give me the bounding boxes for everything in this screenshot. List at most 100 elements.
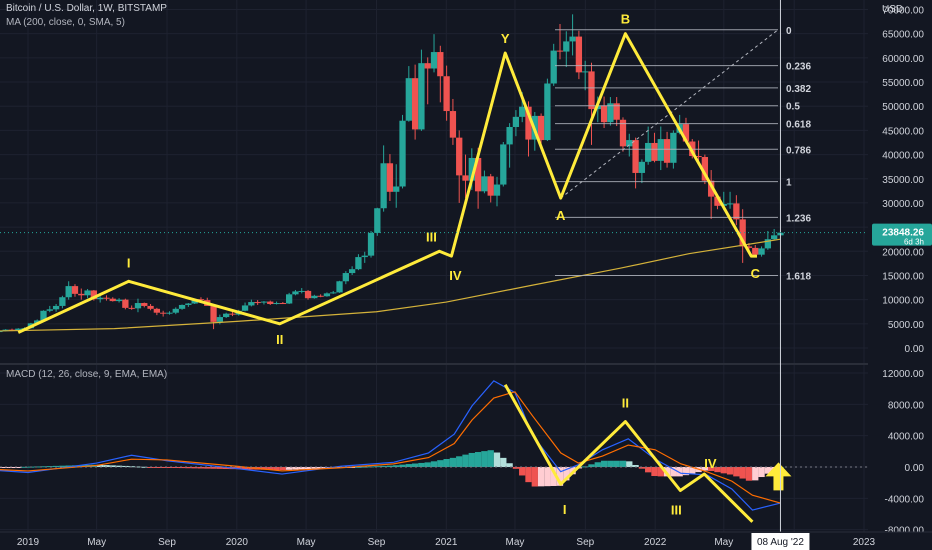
- candle-body: [456, 137, 463, 176]
- macd-histogram-bar: [122, 465, 129, 467]
- ma-legend[interactable]: MA (200, close, 0, SMA, 5): [6, 17, 125, 28]
- macd-histogram-bar: [109, 465, 116, 467]
- candle-body: [141, 303, 148, 306]
- candle-body: [304, 290, 312, 299]
- candle: [481, 170, 488, 194]
- macd-histogram-bar: [739, 467, 746, 479]
- candle: [348, 266, 356, 275]
- candle: [619, 117, 627, 152]
- candle-body: [122, 299, 129, 308]
- price-tick-label: 55000.00: [882, 78, 924, 89]
- candle: [638, 159, 646, 184]
- cursor-date-label: 08 Aug '22: [757, 537, 804, 548]
- candle: [632, 137, 639, 189]
- candle: [103, 295, 110, 301]
- candle: [52, 303, 60, 312]
- macd-indicator-label[interactable]: MACD (12, 26, close, 9, EMA, EMA): [6, 369, 168, 380]
- candle: [172, 307, 179, 315]
- candle-body: [311, 295, 318, 299]
- macd-histogram-bar: [216, 467, 224, 469]
- candle-body: [399, 120, 406, 187]
- macd-histogram-bar: [65, 465, 72, 467]
- macd-histogram-bar: [304, 467, 312, 470]
- price-tick-label: 65000.00: [882, 30, 924, 41]
- macd-tick-label: 8000.00: [888, 400, 925, 411]
- candle: [317, 294, 324, 298]
- macd-histogram-bar: [600, 460, 608, 467]
- candle: [588, 62, 595, 145]
- fibonacci-levels: 0 0.236 0.382 0.5 0.618 0.786 1 1.236 1.618: [555, 26, 811, 282]
- macd-histogram-bar: [632, 465, 639, 467]
- candle-body: [380, 163, 387, 209]
- macd-tick-label: -4000.00: [885, 494, 925, 505]
- macd-histogram-bar: [115, 465, 123, 467]
- candle-body: [626, 140, 633, 147]
- candle-body: [229, 313, 236, 315]
- candle: [726, 191, 734, 209]
- candle-body: [128, 307, 135, 309]
- candle-body: [361, 255, 368, 258]
- macd-histogram-bar: [758, 467, 765, 478]
- candle-body: [588, 71, 595, 110]
- candle-body: [160, 312, 167, 314]
- candle-body: [273, 303, 280, 305]
- candle: [229, 311, 236, 317]
- candle-body: [147, 305, 154, 309]
- candle-body: [771, 235, 778, 240]
- candle-body: [758, 248, 765, 255]
- candle-body: [78, 293, 85, 296]
- macd-histogram-bar: [285, 467, 293, 470]
- wave-label: III: [426, 229, 437, 244]
- macd-histogram-bar: [311, 467, 318, 469]
- macd-legend[interactable]: MACD (12, 26, close, 9, EMA, EMA): [6, 369, 167, 380]
- candle-body: [185, 303, 192, 305]
- candle: [71, 284, 79, 297]
- macd-histogram-bar: [676, 467, 683, 477]
- candle-body: [46, 309, 53, 311]
- candle: [147, 303, 154, 311]
- candle: [97, 295, 104, 303]
- candle: [758, 246, 765, 257]
- candle-body: [468, 157, 475, 181]
- macd-histogram-bar: [134, 466, 142, 468]
- candle: [153, 307, 161, 316]
- macd-histogram-bar: [393, 465, 400, 467]
- candle-body: [519, 106, 526, 117]
- macd-histogram-bar: [292, 467, 299, 470]
- candle-body: [197, 299, 205, 301]
- candle-body: [632, 140, 639, 173]
- macd-histogram-bar: [493, 452, 501, 467]
- macd-histogram-bar: [443, 459, 450, 467]
- macd-histogram-bar: [544, 467, 551, 487]
- time-tick-label: 2020: [226, 537, 249, 548]
- time-axis-panel: [0, 532, 932, 550]
- time-tick-label: May: [505, 537, 524, 548]
- price-tick-label: 30000.00: [882, 199, 924, 210]
- candle: [443, 65, 450, 121]
- macd-histogram-bar: [456, 456, 463, 467]
- candle-body: [355, 257, 362, 270]
- macd-histogram-bar: [701, 467, 709, 471]
- macd-histogram-bar: [500, 457, 507, 467]
- macd-histogram-bar: [714, 467, 721, 473]
- candle: [424, 57, 431, 105]
- symbol-title[interactable]: Bitcoin / U.S. Dollar, 1W, BITSTAMP: [6, 3, 167, 14]
- time-axis: 2019MaySep2020MaySep2021MaySep2022MaySep…: [17, 537, 876, 548]
- candle: [115, 298, 123, 303]
- candle-body: [418, 63, 425, 130]
- macd-histogram-bar: [645, 467, 652, 473]
- macd-histogram-bar: [52, 465, 60, 467]
- candle: [84, 289, 91, 299]
- candle: [285, 292, 293, 304]
- macd-histogram-bar: [449, 457, 457, 467]
- ma-indicator-label[interactable]: MA (200, close, 0, SMA, 5): [6, 17, 125, 28]
- macd-histogram-bar: [487, 450, 494, 467]
- price-tick-label: 50000.00: [882, 102, 924, 113]
- fib-level-label: 0.618: [786, 120, 811, 131]
- wave-label: III: [671, 503, 682, 518]
- symbol-legend[interactable]: Bitcoin / U.S. Dollar, 1W, BITSTAMP: [6, 3, 167, 14]
- macd-histogram-bar: [525, 467, 532, 483]
- macd-histogram-bar: [411, 463, 419, 467]
